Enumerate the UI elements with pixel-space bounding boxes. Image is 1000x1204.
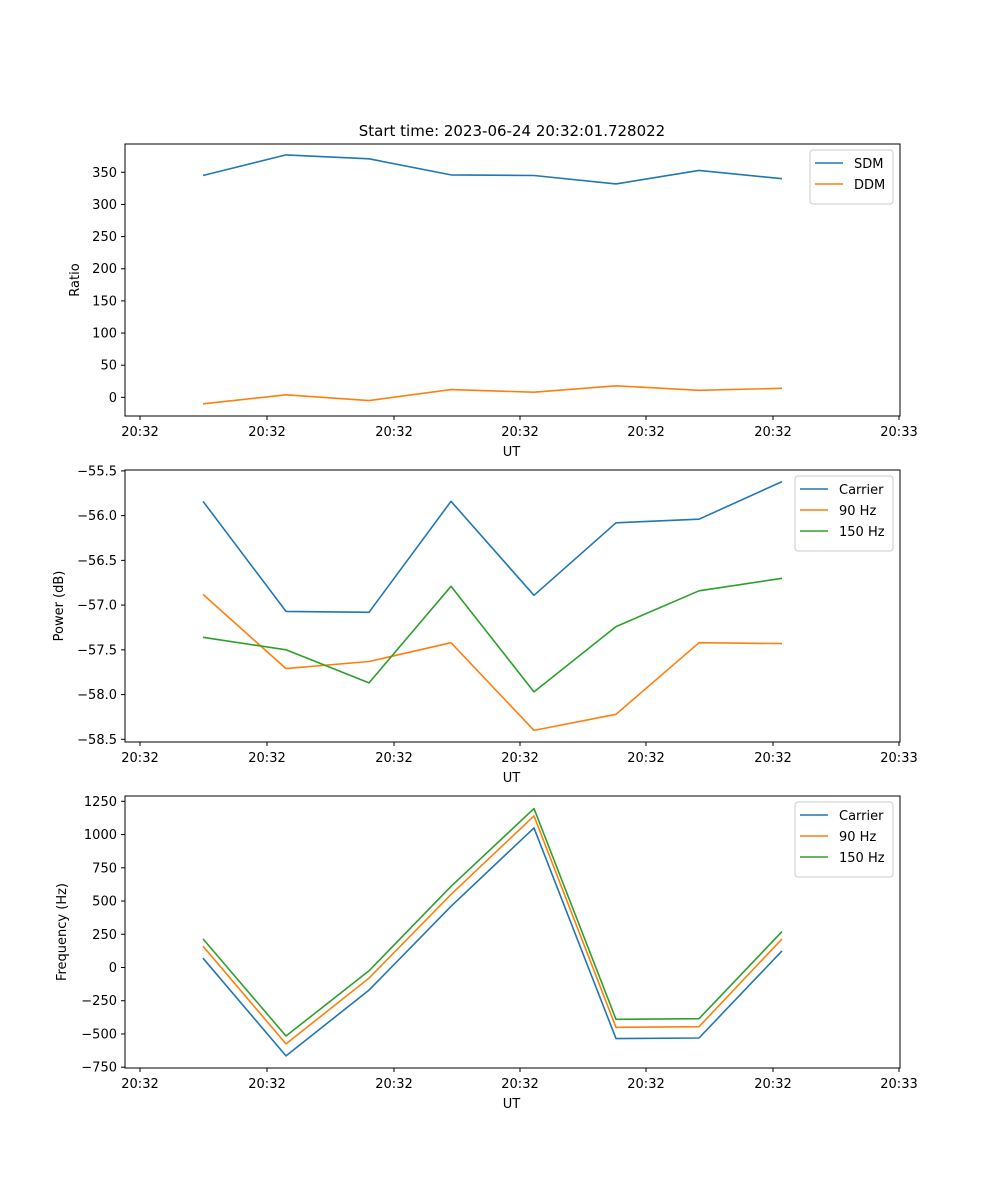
y-axis-label: Ratio: [68, 263, 83, 296]
y-tick-label: −500: [81, 1027, 117, 1042]
legend-label: 90 Hz: [839, 504, 876, 519]
series-line: [202, 154, 783, 185]
y-tick-label: 250: [92, 230, 117, 245]
y-tick-label: 250: [92, 928, 117, 943]
x-tick-label: 20:32: [627, 425, 664, 440]
y-tick-label: 100: [92, 327, 117, 342]
y-tick-label: 200: [92, 262, 117, 277]
legend-label: Carrier: [839, 809, 884, 824]
x-tick-label: 20:32: [501, 425, 538, 440]
series-line: [202, 827, 783, 1057]
x-tick-label: 20:33: [880, 425, 917, 440]
x-tick-label: 20:32: [248, 751, 285, 766]
x-tick-label: 20:32: [248, 1077, 285, 1092]
x-tick-label: 20:32: [375, 751, 412, 766]
x-tick-label: 20:32: [754, 425, 791, 440]
y-tick-label: 1250: [84, 795, 117, 810]
plot-frame: [124, 143, 901, 417]
x-tick-label: 20:32: [121, 1077, 158, 1092]
y-tick-label: 300: [92, 198, 117, 213]
series-line: [202, 577, 783, 693]
y-tick-label: 350: [92, 166, 117, 181]
x-tick-label: 20:32: [754, 1077, 791, 1092]
y-tick-label: 150: [92, 294, 117, 309]
legend-label: 150 Hz: [839, 525, 885, 540]
y-tick-label: 500: [92, 895, 117, 910]
legend-label: DDM: [854, 178, 885, 193]
y-tick-label: −56.5: [77, 554, 117, 569]
y-tick-label: −57.0: [77, 599, 117, 614]
y-tick-label: −750: [81, 1061, 117, 1076]
y-tick-label: −57.5: [77, 643, 117, 658]
x-axis-label: UT: [503, 1097, 521, 1112]
plot-frame: [124, 795, 901, 1069]
x-tick-label: 20:32: [501, 751, 538, 766]
y-tick-label: 0: [109, 961, 117, 976]
y-tick-label: −58.5: [77, 733, 117, 748]
x-tick-label: 20:33: [880, 1077, 917, 1092]
x-tick-label: 20:32: [627, 1077, 664, 1092]
y-tick-label: −56.0: [77, 509, 117, 524]
x-tick-label: 20:32: [501, 1077, 538, 1092]
x-axis-label: UT: [503, 771, 521, 786]
legend-box: [794, 801, 894, 878]
y-tick-label: −55.5: [77, 464, 117, 479]
x-tick-label: 20:32: [627, 751, 664, 766]
x-tick-label: 20:32: [121, 425, 158, 440]
x-tick-label: 20:32: [121, 751, 158, 766]
x-axis-label: UT: [503, 445, 521, 460]
y-axis-label: Power (dB): [52, 571, 67, 642]
series-line: [202, 807, 783, 1037]
series-line: [202, 480, 783, 614]
legend-label: SDM: [854, 157, 883, 172]
legend-label: Carrier: [839, 483, 884, 498]
chart-title: Start time: 2023-06-24 20:32:01.728022: [359, 122, 665, 140]
legend-label: 90 Hz: [839, 830, 876, 845]
series-line: [202, 384, 783, 405]
legend-box: [794, 475, 894, 552]
series-line: [202, 815, 783, 1045]
x-tick-label: 20:32: [248, 425, 285, 440]
y-tick-label: −250: [81, 994, 117, 1009]
y-tick-label: 0: [109, 391, 117, 406]
plot-frame: [124, 469, 901, 743]
x-tick-label: 20:33: [880, 751, 917, 766]
x-tick-label: 20:32: [375, 1077, 412, 1092]
series-line: [202, 593, 783, 732]
y-tick-label: 750: [92, 861, 117, 876]
y-axis-label: Frequency (Hz): [55, 883, 70, 981]
x-tick-label: 20:32: [375, 425, 412, 440]
legend-label: 150 Hz: [839, 851, 885, 866]
y-tick-label: −58.0: [77, 688, 117, 703]
x-tick-label: 20:32: [754, 751, 791, 766]
y-tick-label: 1000: [84, 828, 117, 843]
y-tick-label: 50: [100, 359, 117, 374]
